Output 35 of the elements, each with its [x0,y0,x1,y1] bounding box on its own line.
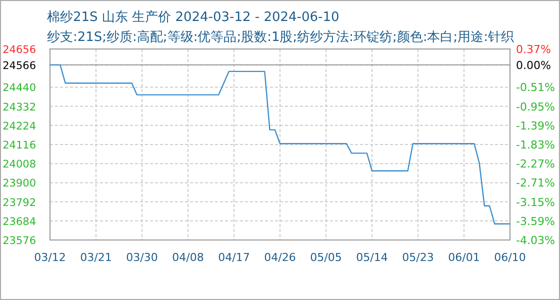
y-tick-label: 24566 [2,60,36,72]
x-tick-label: 05/05 [310,251,342,264]
x-tick-label: 04/08 [172,251,204,264]
y2-tick-label: -2.27% [516,158,555,171]
x-tick-label: 05/14 [356,251,388,264]
x-tick-label: 04/26 [264,251,296,264]
y2-tick-label: -2.71% [516,176,555,190]
y-tick-label: 23684 [2,216,36,228]
subtitle: 纱支:21S;纱质:高配;等级:优等品;股数:1股;纺纱方法:环锭纺;颜色:本白;用途:针织 [47,30,514,45]
y-tick-label: 23900 [2,178,36,190]
y2-tick-label: -0.95% [516,100,555,114]
y2-tick-label: -4.03% [516,234,555,247]
y2-tick-label: -0.51% [516,81,555,94]
y-tick-label: 24116 [2,140,36,152]
y-tick-label: 23576 [2,235,36,247]
y2-tick-label: 0.37% [516,43,551,56]
x-tick-label: 06/01 [448,251,480,264]
x-tick-label: 03/30 [126,251,158,264]
x-tick-label: 06/10 [494,251,526,264]
x-tick-label: 03/21 [80,251,112,264]
y-tick-label: 23792 [2,196,36,209]
y-tick-label: 24440 [2,82,36,94]
y-tick-label: 24332 [2,101,36,114]
title: 棉纱21S 山东 生产价 2024-03-12 - 2024-06-10 [47,10,340,25]
y2-tick-label: -3.59% [516,214,555,228]
y2-tick-label: -3.15% [516,196,555,209]
y-tick-label: 24224 [2,120,36,132]
y-tick-label: 24656 [2,44,36,56]
y-tick-label: 24008 [2,158,36,171]
y2-tick-label: -1.39% [516,119,555,132]
y2-tick-label: 0.00% [516,59,551,72]
y2-tick-label: -1.83% [516,138,555,152]
x-tick-label: 03/12 [34,251,66,264]
x-tick-label: 04/17 [218,251,250,264]
x-tick-label: 05/23 [402,251,434,264]
